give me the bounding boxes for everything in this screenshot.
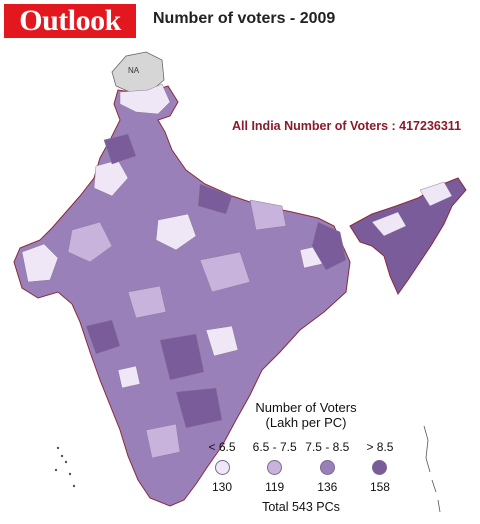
all-india-voters-annotation: All India Number of Voters : 417236311: [232, 119, 462, 133]
legend: Number of Voters (Lakh per PC) < 6.5 130…: [196, 400, 416, 514]
legend-total: Total 543 PCs: [262, 500, 340, 514]
legend-title: Number of Voters (Lakh per PC): [255, 400, 357, 430]
lakshadweep-islands: [54, 446, 76, 488]
region-na: [111, 51, 165, 93]
legend-item-7-5-8-5: 7.5 - 8.5 136: [305, 440, 350, 494]
na-label: NA: [128, 66, 140, 75]
swatch-icon: [319, 460, 335, 475]
legend-item-gt-8-5: > 8.5 158: [366, 440, 394, 494]
legend-row: < 6.5 130 6.5 - 7.5 119 7.5 - 8.5 136 > …: [196, 440, 406, 494]
india-mainland: [13, 85, 351, 507]
swatch-icon: [214, 460, 230, 475]
legend-item-6-5-7-5: 6.5 - 7.5 119: [252, 440, 297, 494]
outlook-logo: Outlook: [4, 4, 136, 38]
legend-item-lt-6-5: < 6.5 130: [208, 440, 236, 494]
map-title: Number of voters - 2009: [153, 10, 336, 27]
india-northeast: [349, 177, 467, 296]
andaman-islands: [423, 425, 441, 513]
swatch-icon: [372, 460, 388, 475]
swatch-icon: [267, 460, 283, 475]
